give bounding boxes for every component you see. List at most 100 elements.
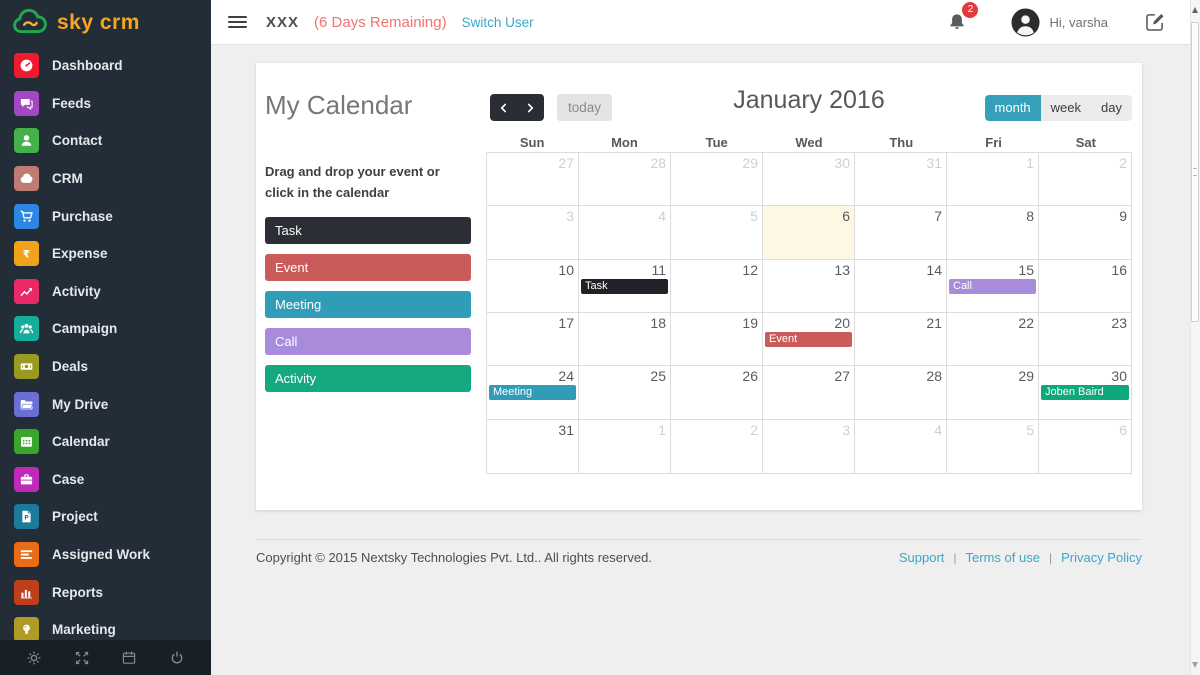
view-day-button[interactable]: day	[1091, 95, 1132, 121]
calendar-cell[interactable]: 20 Event	[763, 312, 855, 367]
next-month-button[interactable]	[517, 94, 544, 121]
sidebar-item-assigned-work[interactable]: Assigned Work	[0, 536, 211, 574]
notifications-button[interactable]: 2	[947, 2, 979, 32]
calendar-cell[interactable]: 31	[487, 419, 579, 473]
calendar-cell[interactable]: 5	[947, 419, 1039, 473]
sidebar-item-calendar[interactable]: Calendar	[0, 423, 211, 461]
sidebar-item-purchase[interactable]: Purchase	[0, 197, 211, 235]
calendar-cell[interactable]: 30	[763, 153, 855, 207]
calendar-cell[interactable]: 2	[1039, 153, 1131, 207]
sidebar-item-expense[interactable]: ₹ Expense	[0, 235, 211, 273]
calendar-cell[interactable]: 3	[763, 419, 855, 473]
sidebar-item-marketing[interactable]: Marketing	[0, 611, 211, 649]
sidebar-item-contact[interactable]: Contact	[0, 122, 211, 160]
calendar-event-event[interactable]: Event	[765, 331, 852, 347]
sidebar-item-campaign[interactable]: Campaign	[0, 310, 211, 348]
calendar-cell[interactable]: 17	[487, 312, 579, 367]
power-icon[interactable]	[169, 650, 185, 666]
calendar-cell[interactable]: 16	[1039, 260, 1131, 313]
trial-days-remaining: (6 Days Remaining)	[314, 13, 447, 31]
calendar-cell[interactable]: 1	[947, 153, 1039, 207]
compose-button[interactable]	[1144, 11, 1166, 33]
sidebar-item-case[interactable]: Case	[0, 461, 211, 499]
drag-event-meeting[interactable]: Meeting	[265, 290, 471, 318]
calendar-cell[interactable]: 28	[855, 366, 947, 420]
sidebar-item-activity[interactable]: Activity	[0, 273, 211, 311]
sidebar-item-feeds[interactable]: Feeds	[0, 85, 211, 123]
day-number: 7	[934, 208, 942, 225]
calendar-cell[interactable]: 10	[487, 259, 579, 313]
fullscreen-icon[interactable]	[74, 650, 90, 666]
day-number: 8	[1026, 208, 1034, 225]
footer-link-privacy-policy[interactable]: Privacy Policy	[1061, 550, 1142, 565]
drag-event-task[interactable]: Task	[265, 216, 471, 244]
sidebar-item-deals[interactable]: Deals	[0, 348, 211, 386]
calendar-cell[interactable]: 8	[947, 206, 1039, 260]
calendar-cell[interactable]: 13	[763, 259, 855, 313]
calendar-cell[interactable]: 2	[671, 419, 763, 473]
sidebar-toolbar	[0, 640, 211, 675]
calendar-cell[interactable]: 1	[579, 419, 671, 473]
prev-month-button[interactable]	[490, 94, 517, 121]
view-month-button[interactable]: month	[984, 95, 1041, 121]
app-logo[interactable]: sky crm	[0, 0, 211, 45]
calendar-cell[interactable]: 22	[947, 312, 1039, 367]
view-week-button[interactable]: week	[1040, 95, 1092, 121]
footer-link-terms-of-use[interactable]: Terms of use	[965, 550, 1040, 565]
menu-toggle-icon[interactable]	[228, 13, 247, 31]
sidebar-item-label: Assigned Work	[52, 547, 151, 563]
calendar-cell[interactable]: 23	[1039, 313, 1131, 367]
sidebar-item-crm[interactable]: CRM	[0, 160, 211, 198]
calendar-cell[interactable]: 5	[671, 206, 763, 260]
settings-icon[interactable]	[26, 650, 42, 666]
scroll-up-arrow-icon[interactable]	[1192, 7, 1198, 13]
calendar-cell[interactable]: 4	[855, 419, 947, 473]
month-title: January 2016	[733, 86, 885, 114]
scroll-down-arrow-icon[interactable]	[1192, 662, 1198, 668]
day-number: 19	[742, 314, 758, 331]
calendar-cell[interactable]: 29	[671, 153, 763, 207]
calendar-tool-icon[interactable]	[121, 650, 137, 666]
sidebar-item-label: Feeds	[52, 95, 92, 111]
avatar[interactable]	[1011, 7, 1040, 37]
calendar-cell[interactable]: 29	[947, 366, 1039, 420]
calendar-cell[interactable]: 28	[579, 153, 671, 207]
calendar-cell[interactable]: 15 Call	[947, 259, 1039, 313]
drag-event-activity[interactable]: Activity	[265, 364, 471, 392]
marketing-icon	[14, 617, 39, 643]
calendar-cell-today[interactable]: 6	[763, 206, 855, 260]
footer-link-support[interactable]: Support	[898, 550, 945, 565]
sidebar-item-dashboard[interactable]: Dashboard	[0, 47, 211, 85]
calendar-cell[interactable]: 12	[671, 259, 763, 313]
calendar-event-meeting[interactable]: Meeting	[489, 385, 576, 401]
drag-event-call[interactable]: Call	[265, 327, 471, 355]
calendar-cell[interactable]: 6	[1039, 420, 1131, 473]
calendar-cell[interactable]: 4	[579, 206, 671, 260]
calendar-cell[interactable]: 18	[579, 312, 671, 367]
sidebar-item-my-drive[interactable]: My Drive	[0, 385, 211, 423]
calendar-event-call[interactable]: Call	[949, 278, 1036, 294]
calendar-cell[interactable]: 31	[855, 153, 947, 207]
calendar-cell[interactable]: 27	[487, 153, 579, 207]
calendar-cell[interactable]: 19	[671, 312, 763, 367]
calendar-cell[interactable]: 26	[671, 366, 763, 420]
calendar-cell[interactable]: 7	[855, 206, 947, 260]
switch-user-link[interactable]: Switch User	[461, 14, 534, 30]
sidebar-item-reports[interactable]: Reports	[0, 573, 211, 611]
today-button[interactable]: today	[557, 94, 613, 121]
calendar-cell[interactable]: 25	[579, 366, 671, 420]
calendar-cell[interactable]: 3	[487, 206, 579, 260]
calendar-cell[interactable]: 11 Task	[579, 259, 671, 313]
calendar-cell[interactable]: 24 Meeting	[487, 366, 579, 420]
drag-event-event[interactable]: Event	[265, 253, 471, 281]
calendar-cell[interactable]: 9	[1039, 206, 1131, 260]
sidebar-item-project[interactable]: P Project	[0, 498, 211, 536]
calendar-event-joben-baird[interactable]: Joben Baird	[1041, 385, 1129, 401]
window-scrollbar[interactable]	[1190, 0, 1200, 675]
calendar-cell[interactable]: 30 Joben Baird	[1039, 366, 1131, 420]
calendar-cell[interactable]: 14	[855, 259, 947, 313]
calendar-cell[interactable]: 27	[763, 366, 855, 420]
calendar-event-task[interactable]: Task	[581, 278, 668, 294]
scrollbar-thumb[interactable]	[1191, 22, 1199, 322]
calendar-cell[interactable]: 21	[855, 312, 947, 367]
